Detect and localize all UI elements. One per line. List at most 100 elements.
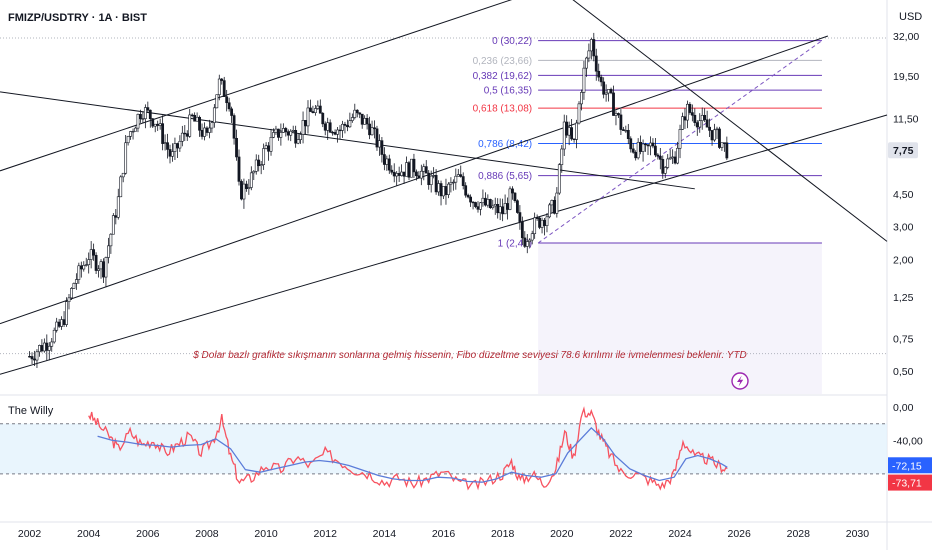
candle-body[interactable]	[585, 57, 588, 69]
candle-body[interactable]	[535, 217, 539, 219]
candle-body[interactable]	[87, 259, 91, 266]
candle-body[interactable]	[30, 356, 34, 360]
candle-body[interactable]	[28, 356, 31, 358]
candle-body[interactable]	[469, 196, 473, 203]
fib-level-label[interactable]: 0,618 (13,08)	[473, 104, 533, 115]
candle-body[interactable]	[304, 120, 307, 127]
candle-body[interactable]	[545, 216, 549, 226]
candle-body[interactable]	[338, 129, 342, 132]
candle-body[interactable]	[663, 167, 667, 174]
candle-body[interactable]	[363, 117, 367, 125]
candle-body[interactable]	[653, 145, 657, 156]
candle-body[interactable]	[442, 186, 445, 197]
projection-trendline[interactable]	[537, 40, 823, 244]
candle-body[interactable]	[269, 136, 273, 152]
trendline[interactable]	[0, 114, 888, 375]
candle-body[interactable]	[530, 233, 534, 241]
candle-body[interactable]	[146, 107, 150, 111]
candle-body[interactable]	[520, 221, 524, 239]
candle-body[interactable]	[661, 159, 665, 174]
candle-body[interactable]	[217, 78, 221, 96]
candle-body[interactable]	[479, 202, 482, 210]
candle-body[interactable]	[171, 151, 174, 157]
candle-body[interactable]	[237, 156, 241, 182]
candle-body[interactable]	[629, 138, 633, 150]
candle-body[interactable]	[84, 264, 88, 266]
candle-body[interactable]	[294, 130, 298, 144]
candle-body[interactable]	[222, 80, 226, 97]
candle-body[interactable]	[52, 329, 56, 343]
candle-body[interactable]	[710, 130, 714, 141]
candle-body[interactable]	[35, 351, 39, 361]
candle-body[interactable]	[353, 109, 357, 118]
candle-body[interactable]	[410, 158, 413, 178]
candle-body[interactable]	[382, 154, 386, 165]
candle-body[interactable]	[538, 217, 541, 228]
candle-body[interactable]	[38, 345, 41, 353]
candle-body[interactable]	[336, 129, 339, 135]
candle-body[interactable]	[111, 215, 115, 235]
candle-body[interactable]	[183, 132, 187, 135]
candle-body[interactable]	[296, 139, 300, 144]
candle-body[interactable]	[649, 142, 652, 147]
candle-body[interactable]	[695, 122, 699, 128]
candle-body[interactable]	[671, 156, 675, 159]
candle-body[interactable]	[212, 107, 216, 123]
currency-label[interactable]: USD	[899, 11, 922, 23]
candle-body[interactable]	[247, 187, 251, 189]
lightning-icon[interactable]	[731, 372, 749, 390]
fib-level-label[interactable]: 0,786 (8,42)	[478, 139, 532, 150]
candle-body[interactable]	[173, 143, 177, 152]
candle-body[interactable]	[686, 103, 689, 121]
trendline[interactable]	[0, 35, 829, 325]
candle-body[interactable]	[392, 171, 396, 177]
candle-body[interactable]	[208, 127, 211, 133]
candle-body[interactable]	[360, 113, 364, 125]
candle-body[interactable]	[688, 103, 692, 113]
candle-body[interactable]	[380, 140, 384, 155]
candle-body[interactable]	[508, 188, 512, 210]
candle-body[interactable]	[718, 128, 721, 148]
candle-body[interactable]	[461, 176, 465, 186]
candle-body[interactable]	[641, 143, 645, 152]
candle-body[interactable]	[326, 122, 330, 131]
trendline[interactable]	[0, 91, 695, 190]
candle-body[interactable]	[439, 183, 443, 197]
candle-body[interactable]	[602, 81, 606, 95]
candle-body[interactable]	[626, 129, 630, 139]
candle-body[interactable]	[543, 219, 546, 226]
candle-body[interactable]	[375, 128, 379, 148]
candle-body[interactable]	[690, 112, 694, 116]
candle-body[interactable]	[180, 132, 184, 142]
candle-body[interactable]	[483, 197, 487, 206]
candle-body[interactable]	[698, 120, 702, 128]
candle-body[interactable]	[678, 129, 682, 149]
symbol-title[interactable]: FMIZP/USDTRY · 1A · BIST	[8, 12, 147, 24]
candle-body[interactable]	[341, 123, 344, 131]
candle-body[interactable]	[124, 142, 128, 174]
candle-body[interactable]	[533, 217, 537, 235]
candle-body[interactable]	[156, 123, 160, 126]
candle-body[interactable]	[676, 147, 679, 164]
candle-body[interactable]	[456, 174, 460, 177]
candle-body[interactable]	[346, 125, 349, 128]
candle-body[interactable]	[65, 301, 68, 325]
candle-body[interactable]	[651, 142, 655, 147]
candle-body[interactable]	[136, 113, 140, 129]
candle-body[interactable]	[313, 108, 317, 114]
candle-body[interactable]	[400, 171, 404, 176]
candle-body[interactable]	[42, 342, 46, 352]
candle-body[interactable]	[390, 169, 394, 173]
candle-body[interactable]	[230, 108, 234, 116]
candle-body[interactable]	[725, 142, 729, 159]
candle-body[interactable]	[299, 134, 302, 140]
candle-body[interactable]	[306, 107, 310, 127]
candle-body[interactable]	[518, 212, 522, 222]
candle-body[interactable]	[318, 105, 322, 114]
fib-level-label[interactable]: 1 (2,45)	[498, 238, 532, 249]
candle-body[interactable]	[481, 197, 485, 204]
candle-body[interactable]	[666, 158, 670, 168]
candle-body[interactable]	[612, 92, 615, 116]
candle-body[interactable]	[378, 140, 381, 148]
